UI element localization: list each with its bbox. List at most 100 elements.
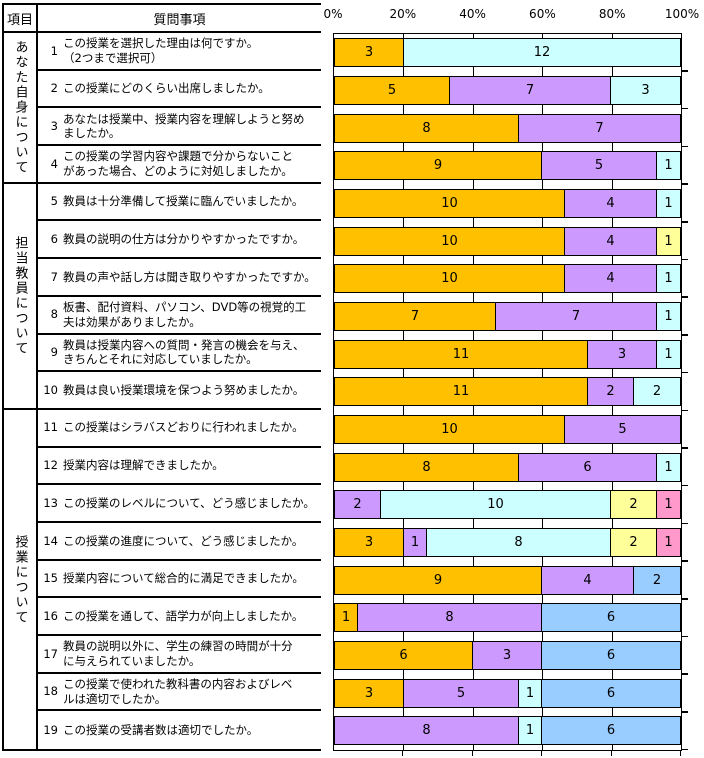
stacked-bar: 3 5 1 6	[334, 678, 681, 708]
segment-value: 8	[445, 610, 454, 626]
bar-segment-yellow: 2	[611, 491, 657, 519]
bar-segment-cyan: 1	[519, 717, 542, 745]
question-text: 板書、配付資料、パソコン、DVD等の視覚的工 夫は効果がありましたか。	[63, 300, 307, 329]
bar-segment-gold: 1	[335, 604, 358, 632]
segment-value: 10	[441, 271, 458, 287]
right-axis-tick	[682, 296, 688, 298]
bar-segment-gold: 10	[335, 416, 565, 444]
segment-value: 8	[422, 120, 431, 136]
bar-row: 11 3 1	[334, 335, 681, 373]
category-label-vertical: あなた自身について	[4, 33, 36, 184]
segment-value: 6	[606, 723, 616, 739]
bar-segment-blue: 2	[634, 566, 680, 594]
question-number: 3	[50, 118, 58, 133]
item-column-header: 項目	[4, 5, 38, 31]
segment-value: 3	[502, 648, 512, 664]
stacked-bar: 9 4 2	[334, 565, 681, 595]
right-axis-tick	[682, 107, 688, 110]
question-number: 8	[50, 307, 58, 322]
question-text: この授業で使われた教科書の内容およびレベ ルは適切でしたか。	[63, 677, 293, 706]
stacked-bar: 11 3 1	[334, 339, 681, 369]
right-axis-tick	[682, 334, 688, 336]
bar-segment-pink: 1	[657, 529, 680, 557]
segment-value: 3	[364, 45, 374, 61]
bar-row: 1 8 6	[334, 599, 681, 637]
bar-row: 9 4 2	[334, 561, 681, 599]
segment-value: 5	[618, 422, 627, 438]
segment-value: 9	[433, 572, 443, 588]
segment-value: 4	[583, 572, 592, 588]
bar-segment-purple: 8	[358, 604, 542, 632]
bar-segment-cyan: 2	[634, 378, 680, 406]
bar-row: 9 5 1	[334, 147, 681, 185]
segment-value: 2	[652, 572, 662, 588]
category-column: あなた自身について 担当教員について 授業について	[4, 33, 38, 750]
bar-segment-gold: 10	[335, 190, 565, 218]
question-text: 教員は授業内容への質問・発言の機会を与え、 きちんとそれに対応していましたか。	[63, 337, 305, 367]
question-number: 18	[43, 684, 58, 699]
question-row: 1 この授業を選択した理由は何ですか。 （2つまで選択可）	[38, 33, 321, 71]
bar-row: 10 5	[334, 411, 681, 449]
question-text: 教員の説明以外に、学生の練習の時間が十分 に与えられていましたか。	[63, 639, 293, 668]
segment-value: 6	[583, 459, 592, 475]
question-number: 12	[43, 458, 58, 473]
question-number: 11	[43, 420, 58, 435]
segment-value: 1	[525, 723, 535, 739]
stacked-bar: 8 6 1	[334, 452, 681, 482]
bar-segment-purple: 7	[519, 114, 680, 142]
question-number: 16	[43, 608, 58, 623]
segment-value: 4	[606, 196, 615, 212]
question-text: 教員は良い授業環境を保つよう努めましたか。	[63, 382, 305, 397]
right-axis-tick	[682, 221, 688, 223]
question-number: 1	[50, 43, 58, 58]
bar-segment-gold: 9	[335, 152, 542, 180]
bar-segment-cyan: 1	[657, 190, 680, 218]
bar-segment-blue: 6	[542, 604, 680, 632]
right-axis-tick	[682, 447, 688, 449]
bar-row: 2 10 2 1	[334, 486, 681, 524]
right-axis-tick	[682, 560, 688, 562]
segment-value: 7	[525, 83, 535, 98]
bar-segment-purple: 5	[565, 416, 680, 444]
stacked-bar: 10 5	[334, 415, 681, 445]
segment-value: 5	[456, 685, 466, 701]
question-row: 19 この授業の受講者数は適切でしたか。	[38, 711, 321, 749]
question-number: 6	[50, 232, 58, 247]
bottom-axis-tick	[541, 751, 543, 756]
question-number: 9	[50, 345, 58, 360]
question-row: 13 この授業のレベルについて、どう感じましたか。	[38, 485, 321, 523]
stacked-bar: 3 12	[334, 38, 681, 68]
question-number: 4	[50, 156, 58, 171]
right-axis-tick	[682, 673, 688, 675]
segment-value: 4	[606, 233, 615, 249]
segment-value: 6	[399, 648, 408, 664]
question-text: この授業はシラバスどおりに行われましたか。	[63, 420, 304, 435]
segment-value: 1	[664, 158, 673, 174]
stacked-bar: 1 8 6	[334, 603, 681, 633]
bar-row: 3 12	[334, 34, 681, 72]
bar-row: 10 4 1	[334, 222, 681, 260]
right-axis-tick	[682, 635, 688, 638]
question-row: 9 教員は授業内容への質問・発言の機会を与え、 きちんとそれに対応していましたか。	[38, 335, 321, 373]
bar-segment-blue: 6	[542, 679, 680, 707]
stacked-bar: 8 1 6	[334, 716, 681, 746]
right-axis-tick	[682, 258, 688, 261]
bar-segment-cyan: 10	[381, 491, 611, 519]
stacked-bar: 10 4 1	[334, 264, 681, 294]
segment-value: 6	[606, 610, 616, 626]
question-column-header: 質問事項	[153, 12, 206, 28]
bar-segment-purple: 7	[496, 303, 657, 331]
stacked-bar: 5 7 3	[334, 76, 681, 105]
segment-value: 10	[441, 422, 458, 438]
bar-segment-gold: 7	[335, 303, 496, 331]
question-table: 項目 質問事項 あなた自身について 担当教員について 授業について 1 この授業を選択…	[2, 3, 321, 752]
bar-row: 7 7 1	[334, 298, 681, 336]
right-axis-tick	[682, 183, 688, 185]
segment-value: 4	[606, 271, 615, 287]
bar-segment-cyan: 1	[519, 679, 542, 707]
segment-value: 1	[664, 309, 673, 325]
segment-value: 2	[629, 535, 638, 551]
bar-segment-gold: 6	[335, 642, 473, 670]
question-text: あなたは授業中、授業内容を理解しようと努め ましたか。	[63, 111, 305, 141]
